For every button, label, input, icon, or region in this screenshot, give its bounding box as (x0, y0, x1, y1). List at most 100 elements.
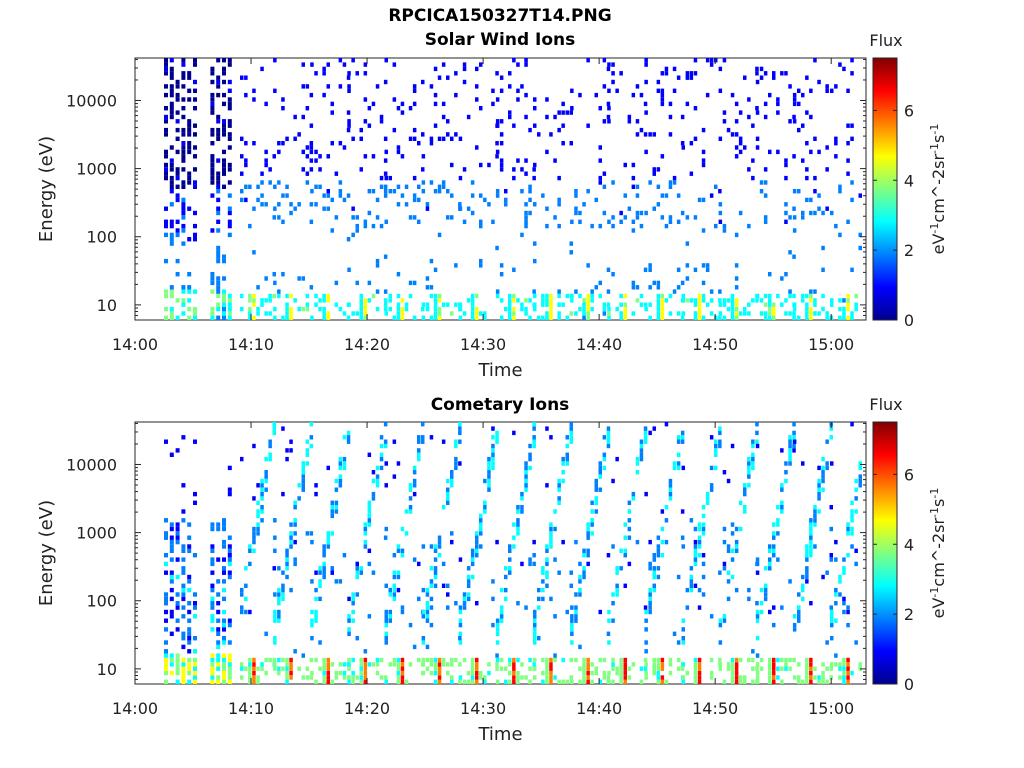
heatmap-cell (248, 679, 252, 684)
heatmap-cell (210, 605, 215, 610)
heatmap-cell (388, 587, 392, 593)
heatmap-cell (433, 583, 438, 588)
heatmap-cell (252, 141, 256, 146)
heatmap-cell (277, 618, 281, 623)
heatmap-cell (475, 544, 479, 549)
heatmap-cell (734, 232, 739, 238)
heatmap-cell (598, 145, 602, 150)
heatmap-cell (714, 439, 718, 444)
heatmap-cell (697, 302, 702, 307)
heatmap-cell (829, 526, 833, 532)
heatmap-cell (582, 548, 586, 553)
heatmap-cell (256, 513, 260, 519)
heatmap-cell (631, 219, 636, 224)
heatmap-cell (181, 636, 186, 641)
heatmap-cell (524, 487, 528, 492)
x-tick-label: 14:40 (576, 335, 622, 354)
heatmap-cell (656, 553, 661, 558)
heatmap-cell (314, 293, 318, 299)
heatmap-cell (569, 426, 573, 431)
heatmap-cell (388, 189, 392, 194)
heatmap-cell (528, 210, 532, 216)
heatmap-cell (788, 293, 792, 299)
heatmap-cell (656, 662, 661, 667)
heatmap-cell (187, 601, 192, 606)
heatmap-cell (545, 561, 549, 567)
heatmap-cell (780, 448, 784, 453)
heatmap-cell (396, 293, 401, 299)
heatmap-cell (549, 544, 553, 549)
heatmap-cell (396, 587, 401, 593)
heatmap-cell (528, 315, 532, 320)
heatmap-cell (479, 62, 483, 67)
heatmap-cell (743, 75, 747, 80)
heatmap-cell (611, 662, 615, 667)
heatmap-cell (222, 670, 226, 676)
heatmap-cell (227, 557, 232, 562)
heatmap-cell (656, 535, 661, 540)
heatmap-cell (383, 193, 388, 198)
heatmap-cell (805, 311, 809, 316)
heatmap-cell (623, 583, 627, 588)
heatmap-cell (491, 88, 495, 93)
heatmap-cell (788, 289, 792, 294)
heatmap-cell (499, 609, 504, 615)
heatmap-cell (193, 232, 197, 238)
heatmap-cell (433, 123, 438, 128)
heatmap-cell (834, 141, 838, 146)
heatmap-cell (227, 315, 232, 320)
heatmap-cell (396, 679, 401, 684)
heatmap-cell (755, 439, 759, 444)
heatmap-cell (825, 84, 829, 89)
heatmap-cell (652, 553, 656, 558)
heatmap-cell (408, 622, 413, 628)
heatmap-cell (701, 293, 706, 299)
heatmap-cell (309, 202, 314, 207)
heatmap-cell (375, 215, 380, 220)
heatmap-cell (557, 500, 561, 505)
heatmap-cell (421, 422, 425, 427)
heatmap-cell (598, 470, 602, 475)
heatmap-cell (314, 184, 318, 189)
heatmap-cell (528, 184, 532, 189)
heatmap-cell (446, 119, 450, 124)
heatmap-cell (193, 58, 197, 63)
heatmap-cell (425, 587, 430, 593)
heatmap-cell (578, 592, 582, 597)
heatmap-cell (570, 614, 574, 619)
heatmap-cell (627, 561, 632, 567)
heatmap-cell (668, 487, 673, 492)
heatmap-cell (565, 461, 569, 466)
heatmap-cell (487, 483, 491, 488)
heatmap-cell (792, 114, 796, 120)
heatmap-cell (384, 636, 388, 641)
heatmap-cell (664, 66, 669, 72)
heatmap-cell (797, 127, 801, 133)
heatmap-cell (396, 149, 401, 155)
heatmap-cell (470, 193, 475, 198)
heatmap-cell (586, 522, 590, 527)
heatmap-cell (164, 62, 168, 67)
heatmap-cell (512, 123, 516, 128)
heatmap-cell (446, 302, 450, 307)
heatmap-cell (491, 219, 495, 224)
heatmap-cell (454, 465, 458, 471)
heatmap-cell (169, 306, 174, 312)
heatmap-cell (164, 618, 168, 623)
heatmap-cell (792, 657, 796, 663)
heatmap-cell (433, 101, 438, 107)
heatmap-cell (644, 675, 648, 680)
heatmap-cell (383, 136, 388, 141)
heatmap-cell (709, 483, 714, 488)
heatmap-cell (326, 662, 330, 667)
heatmap-cell (676, 193, 681, 198)
heatmap-cell (441, 439, 446, 444)
colorbar-tick-label: 0 (904, 311, 914, 330)
heatmap-cell (685, 298, 690, 303)
heatmap-cell (181, 298, 186, 303)
heatmap-cell (264, 276, 268, 281)
heatmap-cell (289, 448, 293, 453)
heatmap-cell (355, 592, 359, 597)
heatmap-cell (672, 631, 677, 636)
